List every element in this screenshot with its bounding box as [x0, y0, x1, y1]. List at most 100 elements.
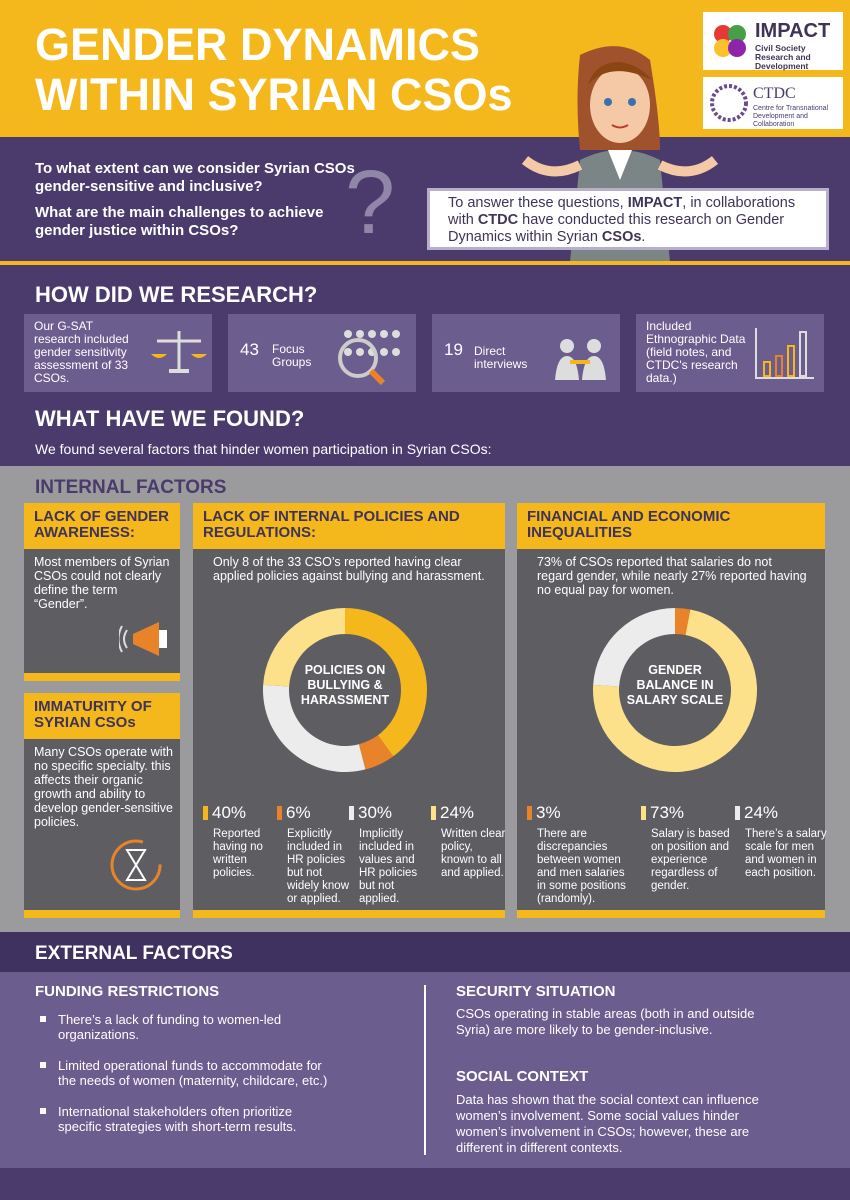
subsection-text: CSOs operating in stable areas (both in …: [456, 1006, 755, 1037]
legend-label: 40%: [212, 803, 247, 822]
donut-title: GENDER BALANCE IN SALARY SCALE: [626, 663, 724, 707]
card-footer: [24, 673, 180, 681]
legend-swatch: [349, 806, 354, 820]
logo-tagline: Civil Society Research and Development: [755, 43, 811, 71]
findings-intro: We found several factors that hinder wom…: [35, 441, 492, 457]
legend-pct: 73%: [641, 803, 684, 823]
legend-text: Reported having no written policies.: [213, 828, 263, 879]
legend-label: 24%: [440, 803, 475, 822]
donut-segment: [593, 608, 675, 687]
research-item: 43 Focus Groups: [228, 314, 416, 392]
scale-icon: [151, 331, 207, 373]
question-mark: ?: [345, 153, 396, 253]
research-text: Direct interviews: [474, 344, 528, 371]
legend-pct: 24%: [431, 803, 474, 823]
card: FINANCIAL AND ECONOMIC INEQUALITIES 73% …: [517, 503, 827, 918]
research-text: Our G-SAT research included gender sensi…: [34, 319, 129, 385]
legend-text: Salary is based on position and experien…: [651, 828, 730, 892]
research-item: Included Ethnographic Data (field notes,…: [636, 314, 824, 392]
subsection-title: SECURITY SITUATION: [456, 983, 616, 1000]
card-title: LACK OF INTERNAL POLICIES AND REGULATION…: [193, 503, 505, 549]
card-title: IMMATURITY OF SYRIAN CSOs: [24, 693, 180, 739]
research-number: 19: [444, 340, 463, 359]
donut-segment: [263, 608, 345, 687]
logo-ctdc: CTDC Centre for Transnational Developmen…: [703, 77, 843, 129]
card-text: Many CSOs operate with no specific speci…: [34, 745, 173, 829]
legend-swatch: [203, 806, 208, 820]
bars-icon: [755, 328, 814, 379]
donut-segment: [593, 609, 757, 772]
legend-text: Implicitly included in values and HR pol…: [359, 828, 418, 905]
bullet: Limited operational funds to accommodate…: [38, 1058, 338, 1088]
logo-tagline: Centre for Transnational Development and…: [753, 105, 829, 128]
subsection-title: FUNDING RESTRICTIONS: [35, 983, 220, 1000]
logo-name: CTDC: [753, 85, 796, 102]
footer: [0, 1168, 850, 1200]
subsection-title: SOCIAL CONTEXT: [456, 1068, 589, 1085]
legend-swatch: [527, 806, 532, 820]
legend-pct: 3%: [527, 803, 561, 823]
donut-segment: [263, 684, 366, 772]
groups-icon: [338, 330, 400, 386]
card-text: Only 8 of the 33 CSO’s reported having c…: [213, 555, 485, 583]
answer-text: .: [641, 229, 646, 245]
legend-label: 73%: [650, 803, 685, 822]
research-item: Our G-SAT research included gender sensi…: [24, 314, 212, 392]
answer-text: CTDC: [477, 212, 519, 228]
subsection-text: Data has shown that the social context c…: [456, 1092, 759, 1155]
answer-text: have conducted this research on Gender D…: [448, 212, 785, 245]
legend-swatch: [641, 806, 646, 820]
card-footer: [517, 910, 825, 918]
section-title: HOW DID WE RESEARCH?: [35, 282, 318, 307]
divider: [0, 261, 850, 265]
logo-mark: [710, 84, 748, 122]
research-text: Included Ethnographic Data (field notes,…: [646, 319, 746, 385]
research-item: 19 Direct interviews: [432, 314, 620, 392]
legend-swatch: [431, 806, 436, 820]
answer-text: IMPACT: [627, 195, 683, 211]
legend-label: 30%: [358, 803, 393, 822]
answer-text: , in collaborations with: [448, 195, 796, 228]
legend-text: Written clear policy, known to all and a…: [441, 828, 506, 879]
card-footer: [24, 910, 180, 918]
legend-pct: 40%: [203, 803, 246, 823]
research-number: 43: [240, 340, 259, 359]
donut-segment: [358, 735, 394, 770]
section-title: INTERNAL FACTORS: [35, 477, 227, 498]
card: LACK OF INTERNAL POLICIES AND REGULATION…: [193, 503, 505, 918]
donut-chart: [593, 608, 757, 772]
legend-text: Explicitly included in HR policies but n…: [287, 828, 349, 905]
legend-pct: 6%: [277, 803, 311, 823]
questions: To what extent can we consider Syrian CS…: [35, 160, 355, 240]
hourglass-icon: [110, 839, 162, 891]
card-text: Most members of Syrian CSOs could not cl…: [34, 555, 170, 611]
answer-text: CSOs: [601, 229, 642, 245]
megaphone-icon: [119, 622, 167, 656]
card: IMMATURITY OF SYRIAN CSOs Many CSOs oper…: [24, 693, 180, 918]
card-footer: [193, 910, 505, 918]
title: GENDER DYNAMICS WITHIN SYRIAN CSOs: [35, 20, 513, 120]
bullet: There’s a lack of funding to women-led o…: [38, 1012, 338, 1042]
legend-label: 3%: [536, 803, 561, 822]
section-title: EXTERNAL FACTORS: [35, 943, 233, 964]
external-header: [0, 932, 850, 972]
bullet: International stakeholders often priorit…: [38, 1104, 338, 1134]
donut-title: POLICIES ON BULLYING & HARASSMENT: [300, 663, 390, 707]
answer-box: To answer these questions, IMPACT, in co…: [427, 188, 829, 250]
donut-segment: [675, 608, 691, 635]
legend-label: 24%: [744, 803, 779, 822]
legend-swatch: [735, 806, 740, 820]
title-line: GENDER DYNAMICS: [35, 19, 481, 70]
legend-label: 6%: [286, 803, 311, 822]
legend-swatch: [277, 806, 282, 820]
bullet-list: There’s a lack of funding to women-led o…: [38, 1012, 338, 1150]
card-title: FINANCIAL AND ECONOMIC INEQUALITIES: [517, 503, 825, 549]
section-title: WHAT HAVE WE FOUND?: [35, 406, 305, 431]
card-title: LACK OF GENDER AWARENESS:: [24, 503, 180, 549]
logo-impact: IMPACT Civil Society Research and Develo…: [703, 12, 843, 71]
legend-pct: 24%: [735, 803, 778, 823]
question: What are the main challenges to achieve …: [35, 204, 324, 239]
card-text: 73% of CSOs reported that salaries do no…: [537, 555, 807, 597]
donut-segment: [345, 608, 427, 757]
